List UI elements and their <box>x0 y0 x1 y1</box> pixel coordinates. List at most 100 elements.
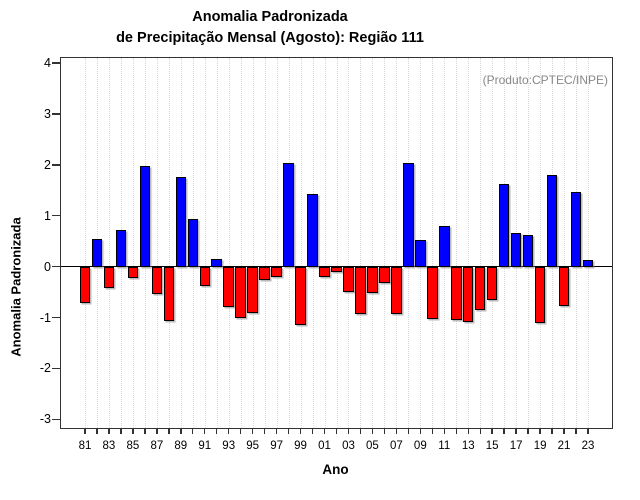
gridline-07 <box>396 58 398 428</box>
x-tick-label-01: 01 <box>318 440 331 452</box>
x-tick-83 <box>108 428 110 434</box>
y-tick--1 <box>52 316 61 319</box>
bar-00 <box>307 193 318 267</box>
bar-14 <box>474 266 486 310</box>
gridline-92 <box>216 58 218 428</box>
x-tick-06 <box>383 428 386 434</box>
x-tick-04 <box>359 428 362 434</box>
x-tick-02 <box>335 428 338 434</box>
bar-20 <box>546 175 558 267</box>
bar-05 <box>367 266 378 293</box>
y-tick-label--1: -1 <box>39 310 51 325</box>
gridline-23 <box>588 58 589 428</box>
bar-97 <box>271 266 282 277</box>
gridline-83 <box>108 58 110 428</box>
x-tick-label-81: 81 <box>78 440 92 452</box>
x-tick-20 <box>551 428 553 434</box>
x-tick-label-93: 93 <box>222 440 236 452</box>
plot-area: (Produto:CPTEC/INPE) 4 3 2 1 0 -1 -2 -3 81 83 85 87… <box>40 57 613 452</box>
x-tick-82 <box>96 428 98 434</box>
gridline-05 <box>372 58 374 428</box>
bar-12 <box>451 266 462 321</box>
bar-96 <box>259 266 270 281</box>
bar-13 <box>462 266 474 322</box>
x-axis-label: Ano <box>322 462 349 477</box>
x-tick-label-03: 03 <box>342 440 355 452</box>
bar-88 <box>163 266 175 322</box>
bar-87 <box>151 266 163 295</box>
bar-93 <box>223 266 234 308</box>
chart-title: Anomalia Padronizada de Precipitação Men… <box>0 7 540 49</box>
bar-04 <box>355 266 366 314</box>
x-tick-87 <box>156 428 158 434</box>
gridline-12 <box>456 58 458 428</box>
y-tick-label-0: 0 <box>44 259 51 274</box>
y-tick-label-1: 1 <box>44 208 51 223</box>
y-tick-label-4: 4 <box>44 56 51 71</box>
x-tick-09 <box>419 428 422 434</box>
bar-83 <box>103 266 115 288</box>
bar-11 <box>439 226 450 267</box>
x-tick-22 <box>575 428 577 434</box>
gridline-21 <box>564 58 566 428</box>
gridline-02 <box>336 58 338 428</box>
chart-title-line1: Anomalia Padronizada <box>192 9 348 25</box>
x-tick-85 <box>132 428 134 434</box>
x-tick-label-83: 83 <box>102 440 116 452</box>
y-tick-label--3: -3 <box>39 412 51 427</box>
x-tick-00 <box>311 428 314 434</box>
x-tick-92 <box>216 428 218 434</box>
bar-91 <box>199 266 210 286</box>
x-tick-01 <box>323 428 326 434</box>
x-tick-label-99: 99 <box>294 440 307 452</box>
bar-10 <box>427 266 438 319</box>
x-tick-03 <box>347 428 350 434</box>
gridline-13 <box>468 58 470 428</box>
gridline-15 <box>492 58 494 428</box>
gridline-01 <box>324 58 326 428</box>
bar-17 <box>510 232 522 267</box>
gridline-06 <box>384 58 386 428</box>
x-tick-label-87: 87 <box>150 440 164 452</box>
gridline-95 <box>252 58 254 428</box>
gridline-10 <box>432 58 434 428</box>
y-tick--2 <box>52 367 61 370</box>
bar-92 <box>211 259 222 267</box>
x-tick-label-09: 09 <box>413 440 427 452</box>
gridline-99 <box>300 58 302 428</box>
gridline-85 <box>132 58 134 428</box>
x-tick-label-21: 21 <box>557 440 571 452</box>
x-tick-15 <box>491 428 493 434</box>
x-tick-10 <box>431 428 433 434</box>
y-tick-0 <box>52 265 61 268</box>
y-tick-4 <box>52 62 61 64</box>
gridline-19 <box>540 58 542 428</box>
gridline-81 <box>85 58 86 428</box>
x-tick-label-23: 23 <box>581 440 595 452</box>
x-tick-17 <box>515 428 517 434</box>
y-tick-label--2: -2 <box>39 361 51 376</box>
gridline-14 <box>480 58 482 428</box>
x-tick-94 <box>239 428 242 434</box>
x-tick-label-19: 19 <box>533 440 547 452</box>
x-tick-label-15: 15 <box>485 440 499 452</box>
bar-18 <box>522 234 534 267</box>
x-tick-16 <box>503 428 505 434</box>
bar-09 <box>415 240 426 267</box>
bar-07 <box>391 266 402 314</box>
gridline-94 <box>240 58 242 428</box>
gridline-93 <box>228 58 230 428</box>
bar-98 <box>283 162 294 267</box>
bar-94 <box>235 266 246 318</box>
x-tick-86 <box>144 428 146 434</box>
x-tick-89 <box>180 428 182 434</box>
x-tick-81 <box>84 428 86 434</box>
chart-title-line2: de Precipitação Mensal (Agosto): Região … <box>116 30 424 46</box>
x-tick-90 <box>192 428 194 434</box>
x-tick-label-91: 91 <box>198 440 212 452</box>
bar-99 <box>295 266 306 325</box>
product-annotation: (Produto:CPTEC/INPE) <box>482 73 608 87</box>
y-tick--3 <box>52 418 61 421</box>
x-tick-label-17: 17 <box>509 440 523 452</box>
x-tick-label-97: 97 <box>270 440 283 452</box>
